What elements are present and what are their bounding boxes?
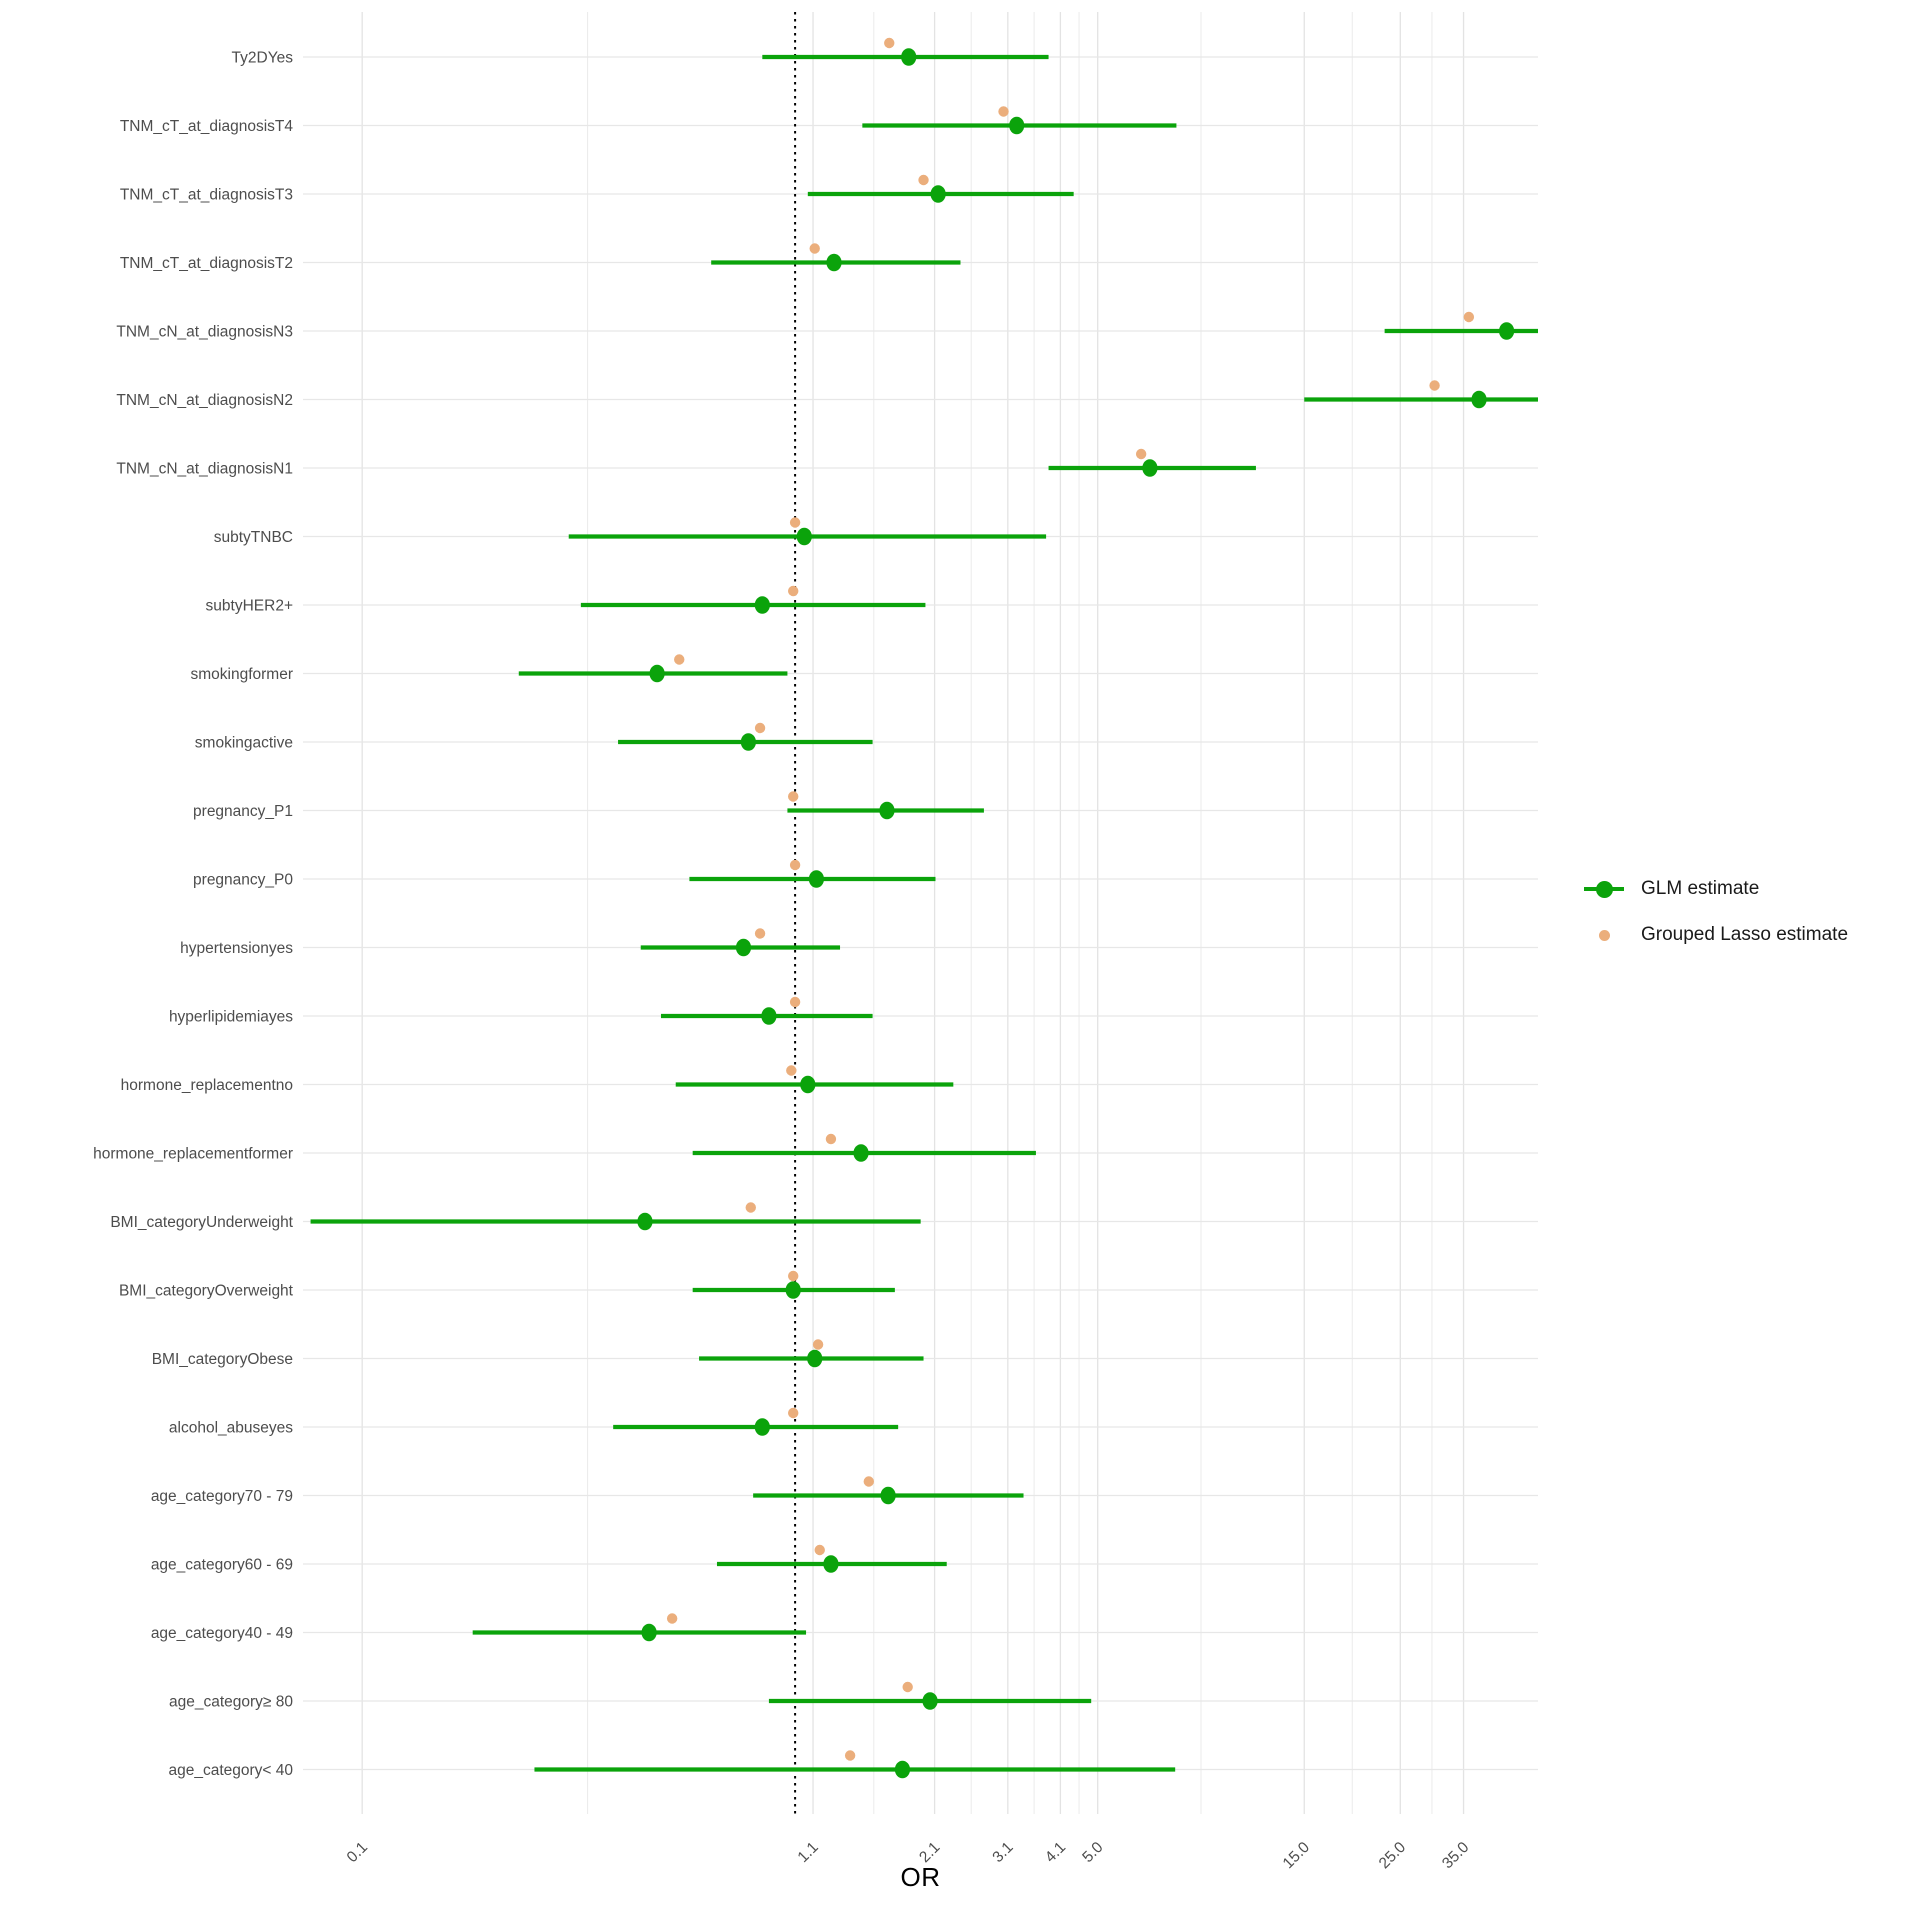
row-label: Ty2DYes — [232, 50, 294, 67]
row-label: BMI_categoryOverweight — [119, 1283, 294, 1300]
glm-point — [761, 1007, 777, 1025]
lasso-point — [844, 1750, 856, 1761]
glm-point — [808, 870, 825, 888]
row-label: age_category< 40 — [168, 1762, 293, 1779]
lasso-point — [814, 1544, 825, 1556]
lasso-point — [825, 1133, 837, 1145]
row-label: hypertensionyes — [180, 940, 293, 957]
lasso-point — [754, 928, 766, 939]
glm-point — [1498, 322, 1515, 340]
glm-point — [785, 1281, 801, 1299]
glm-point — [754, 1418, 770, 1436]
row-label: BMI_categoryUnderweight — [110, 1214, 293, 1231]
lasso-point — [1463, 311, 1475, 323]
row-label: TNM_cT_at_diagnosisT3 — [120, 187, 293, 204]
row-label: TNM_cT_at_diagnosisT4 — [120, 118, 294, 135]
glm-point — [823, 1555, 839, 1573]
row-label: hormone_replacementformer — [93, 1146, 293, 1163]
row-label: subtyTNBC — [214, 529, 293, 546]
lasso-point — [788, 585, 799, 597]
lasso-point — [1135, 448, 1147, 460]
glm-point — [641, 1623, 657, 1642]
glm-point — [853, 1144, 869, 1162]
lasso-point — [812, 1339, 824, 1350]
legend: GLM estimate Grouped Lasso estimate — [1584, 874, 1848, 966]
glm-point — [796, 527, 812, 546]
lasso-point — [1429, 380, 1440, 391]
lasso-point — [789, 859, 801, 871]
lasso-point — [754, 722, 766, 734]
lasso-point — [789, 517, 801, 528]
glm-point — [637, 1212, 653, 1231]
lasso-point — [998, 106, 1009, 117]
lasso-point — [902, 1681, 913, 1693]
lasso-point — [666, 1613, 678, 1624]
lasso-point — [788, 791, 799, 802]
row-label: hyperlipidemiayes — [169, 1009, 293, 1026]
glm-point — [922, 1692, 938, 1710]
glm-point — [754, 596, 770, 614]
lasso-point-icon — [1584, 920, 1628, 950]
glm-point — [901, 48, 917, 66]
lasso-point — [786, 1065, 797, 1076]
row-label: pregnancy_P1 — [193, 803, 293, 820]
row-label: TNM_cN_at_diagnosisN1 — [116, 461, 293, 478]
lasso-point — [788, 1407, 799, 1419]
legend-entry-lasso: Grouped Lasso estimate — [1584, 920, 1848, 950]
glm-point — [1142, 459, 1158, 477]
row-label: subtyHER2+ — [206, 598, 293, 615]
glm-point — [1009, 116, 1025, 135]
row-label: age_category40 - 49 — [151, 1625, 293, 1642]
row-label: smokingactive — [195, 735, 293, 752]
lasso-point — [745, 1202, 756, 1213]
legend-entry-glm: GLM estimate — [1584, 874, 1848, 904]
legend-label-lasso: Grouped Lasso estimate — [1641, 924, 1849, 945]
lasso-point — [788, 1270, 799, 1282]
glm-point — [1471, 390, 1487, 409]
glm-point — [826, 253, 842, 272]
glm-point-range-icon — [1584, 874, 1628, 904]
legend-label-glm: GLM estimate — [1641, 878, 1760, 899]
row-label: TNM_cN_at_diagnosisN3 — [116, 324, 293, 341]
row-label: TNM_cT_at_diagnosisT2 — [120, 255, 293, 272]
x-axis-title: OR — [900, 1862, 941, 1892]
glm-point — [800, 1075, 816, 1094]
glm-point — [930, 185, 946, 203]
row-label: alcohol_abuseyes — [169, 1420, 293, 1437]
row-label: TNM_cN_at_diagnosisN2 — [116, 392, 293, 409]
lasso-point — [918, 174, 929, 186]
row-label: age_category70 - 79 — [151, 1488, 293, 1505]
glm-point — [880, 1486, 896, 1505]
glm-point — [735, 938, 752, 957]
row-label: hormone_replacementno — [121, 1077, 293, 1094]
glm-point — [649, 664, 665, 683]
row-label: age_category≥ 80 — [169, 1694, 293, 1711]
glm-point — [879, 801, 895, 820]
glm-point — [807, 1349, 823, 1368]
lasso-point — [884, 37, 895, 49]
lasso-point — [789, 996, 801, 1008]
row-label: pregnancy_P0 — [193, 872, 293, 889]
row-label: smokingformer — [191, 666, 294, 683]
glm-point — [740, 733, 756, 751]
glm-point — [894, 1760, 911, 1779]
lasso-point — [674, 654, 685, 665]
row-label: age_category60 - 69 — [151, 1557, 293, 1574]
row-label: BMI_categoryObese — [152, 1351, 293, 1368]
lasso-point — [809, 243, 820, 254]
lasso-point — [863, 1476, 875, 1487]
